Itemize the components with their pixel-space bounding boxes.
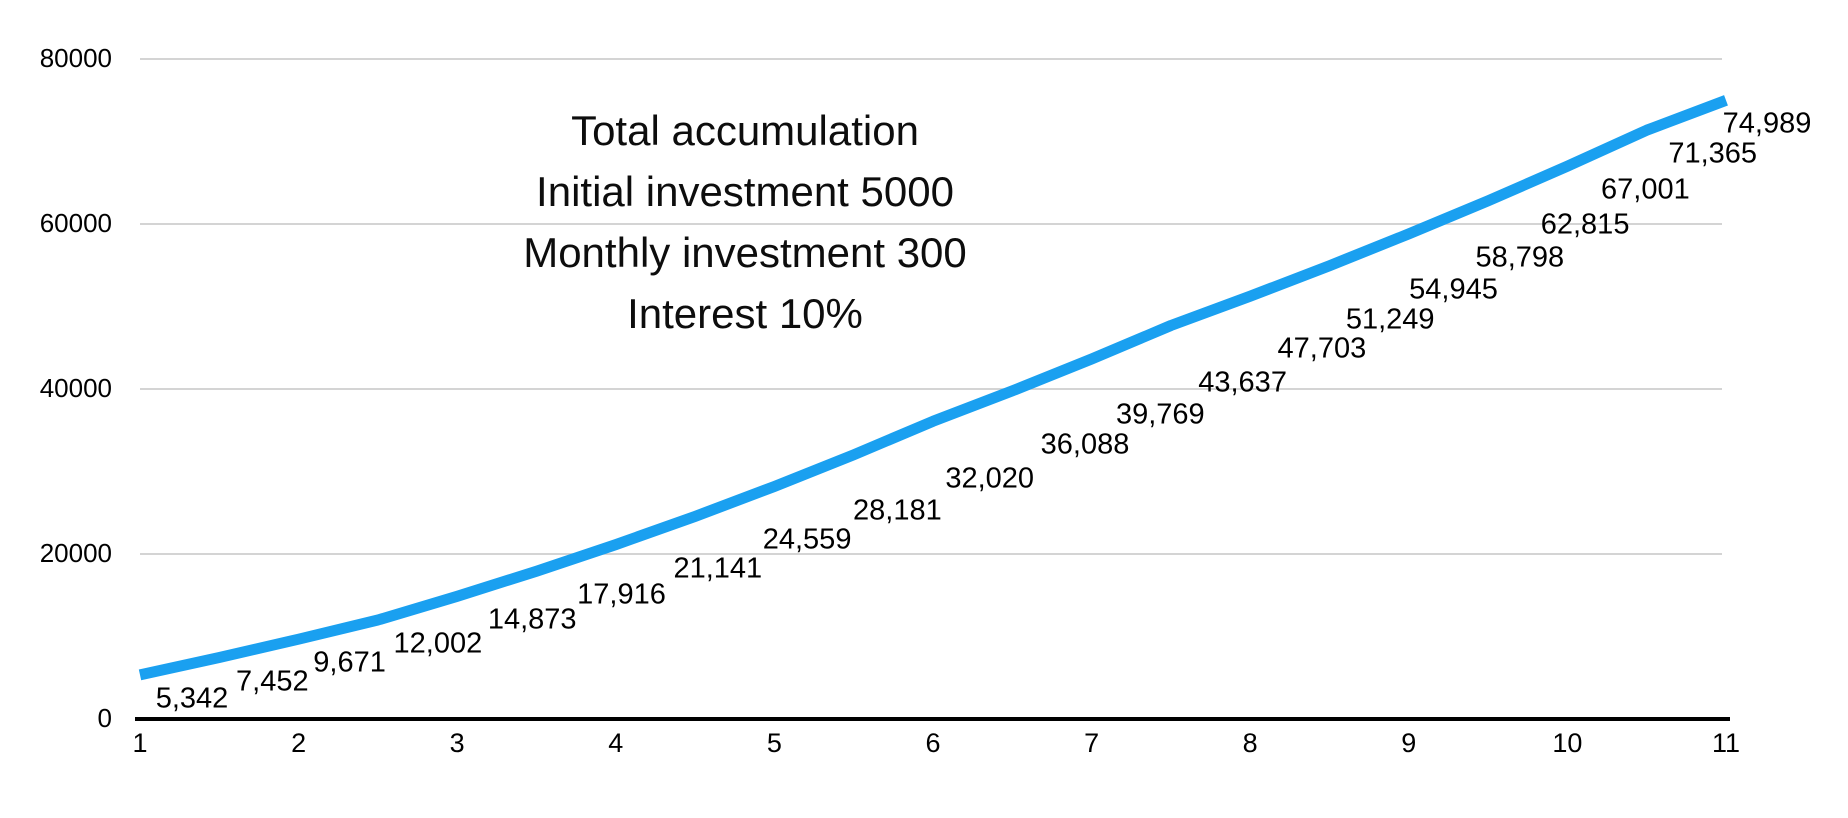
y-axis-tick-label: 20000	[39, 538, 112, 568]
data-point-label: 39,769	[1115, 398, 1205, 431]
data-point-label: 43,637	[1198, 366, 1287, 399]
x-axis-tick-label: 3	[449, 728, 465, 758]
data-point-label: 67,001	[1601, 173, 1690, 206]
data-point-label: 17,916	[577, 578, 666, 611]
gridlines	[140, 58, 1722, 555]
data-point-label: 71,365	[1668, 137, 1758, 170]
chart-title-line: Interest 10%	[627, 290, 863, 337]
x-axis-tick-label: 4	[608, 728, 624, 758]
data-point-label: 36,088	[1040, 428, 1130, 461]
data-point-label: 58,798	[1475, 241, 1565, 274]
data-point-label: 21,141	[673, 552, 763, 585]
data-point-label: 28,181	[853, 494, 942, 526]
chart-title-line: Monthly investment 300	[523, 229, 967, 276]
y-axis-tick-label: 0	[97, 703, 112, 733]
y-axis-tick-label: 80000	[39, 43, 112, 73]
data-point-label: 32,020	[945, 462, 1035, 495]
x-axis-tick-label: 10	[1552, 728, 1583, 758]
chart-title-block: Total accumulation Initial investment 50…	[523, 100, 967, 344]
x-axis-tick-label: 1	[132, 728, 148, 758]
x-axis-tick-label: 6	[925, 728, 941, 758]
data-point-label: 9,671	[313, 646, 386, 679]
y-axis-tick-label: 60000	[39, 208, 112, 238]
data-point-label: 62,815	[1540, 208, 1630, 241]
data-point-label: 24,559	[762, 523, 852, 556]
data-point-label: 74,989	[1722, 107, 1812, 140]
x-axis-tick-label: 11	[1711, 728, 1741, 758]
data-point-label: 54,945	[1409, 273, 1498, 306]
chart-title-line: Total accumulation	[571, 107, 919, 154]
data-point-label: 7,452	[236, 665, 309, 698]
x-axis-tick-label: 5	[766, 728, 782, 758]
data-point-label: 5,342	[155, 682, 229, 715]
x-axis-tick-label: 8	[1242, 728, 1258, 758]
chart-title-line: Initial investment 5000	[536, 168, 954, 215]
y-axis-tick-label: 40000	[39, 373, 112, 403]
series-line	[138, 95, 1728, 681]
data-point-label: 51,249	[1345, 303, 1435, 336]
data-point-label: 14,873	[487, 603, 577, 636]
data-point-label: 12,002	[393, 627, 483, 660]
x-axis-tick-label: 2	[291, 728, 307, 758]
x-axis-tick-label: 9	[1401, 728, 1417, 758]
data-point-label: 47,703	[1277, 332, 1367, 365]
x-axis-tick-label: 7	[1084, 728, 1100, 758]
